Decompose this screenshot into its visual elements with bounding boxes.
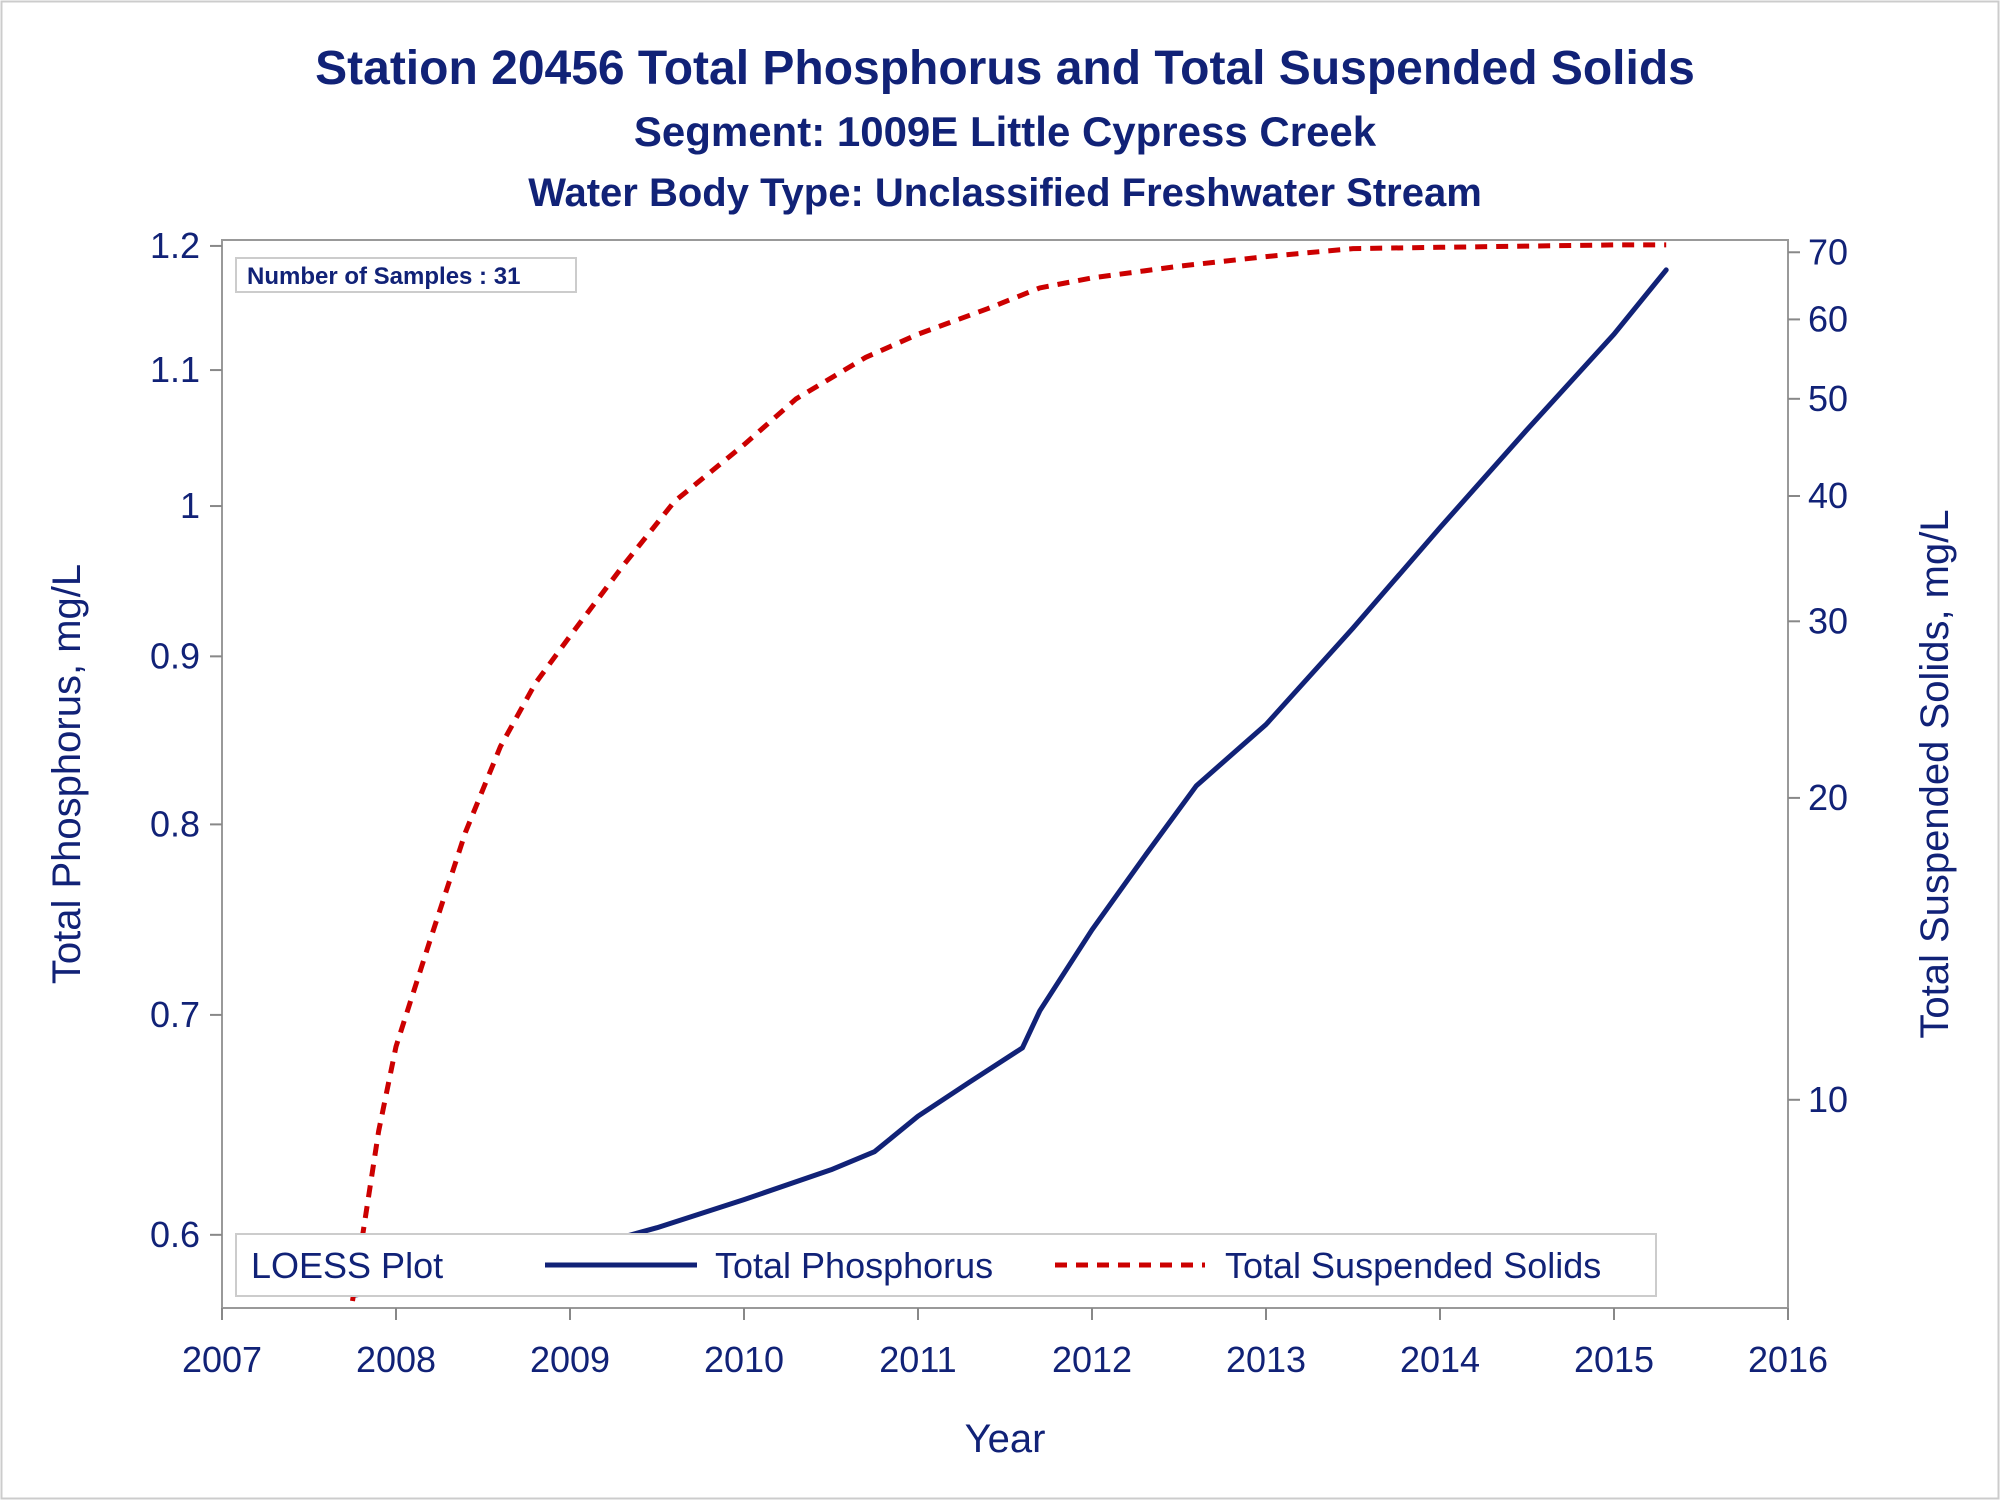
x-tick-label-5: 2012 (1052, 1339, 1132, 1380)
y2-tick-label-1: 20 (1808, 777, 1848, 818)
x-axis: 2007 2008 2009 2010 2011 2012 2013 2014 2015 2016 (182, 1308, 1828, 1380)
y-axis-label-left: Total Phosphorus, mg/L (45, 564, 89, 984)
legend-label-phosphorus: Total Phosphorus (715, 1245, 993, 1286)
y2-tick-label-4: 50 (1808, 378, 1848, 419)
x-tick-label-4: 2011 (879, 1339, 956, 1380)
y-axis-left: 0.6 0.7 0.8 0.9 1 1.1 1.2 (150, 225, 222, 1255)
chart-subtitle-2: Water Body Type: Unclassified Freshwater… (528, 171, 1482, 215)
y-tick-label-3: 0.9 (150, 635, 200, 676)
y2-tick-label-6: 70 (1808, 231, 1848, 272)
legend-title: LOESS Plot (251, 1245, 443, 1286)
y-axis-label-right: Total Suspended Solids, mg/L (1913, 509, 1957, 1038)
chart-subtitle: Segment: 1009E Little Cypress Creek (634, 108, 1377, 155)
x-tick-label-2: 2009 (530, 1339, 610, 1380)
x-tick-label-0: 2007 (182, 1339, 262, 1380)
y-tick-label-4: 1 (180, 485, 200, 526)
plot-area-frame (221, 239, 1789, 1309)
y2-tick-label-3: 40 (1808, 475, 1848, 516)
y2-tick-label-2: 30 (1808, 600, 1848, 641)
y-tick-label-5: 1.1 (150, 349, 200, 390)
x-tick-label-9: 2016 (1748, 1339, 1828, 1380)
series-line-total-suspended-solids (350, 242, 1667, 1302)
y-tick-label-1: 0.7 (150, 994, 200, 1035)
x-axis-label: Year (965, 1417, 1046, 1461)
sample-count-frame (235, 257, 577, 293)
x-tick-label-8: 2015 (1574, 1339, 1654, 1380)
x-tick-label-6: 2013 (1226, 1339, 1306, 1380)
y-tick-label-0: 0.6 (150, 1214, 200, 1255)
y2-tick-label-5: 60 (1808, 298, 1848, 339)
y2-tick-label-0: 10 (1808, 1079, 1848, 1120)
sample-count-label: Number of Samples : 31 (247, 263, 520, 290)
y-tick-label-6: 1.2 (150, 225, 200, 266)
x-tick-label-7: 2014 (1400, 1339, 1480, 1380)
legend-frame (235, 1233, 1657, 1297)
y-tick-label-2: 0.8 (150, 803, 200, 844)
chart-title: Station 20456 Total Phosphorus and Total… (315, 42, 1695, 95)
x-tick-label-3: 2010 (704, 1339, 784, 1380)
y-axis-right: 10 20 30 40 50 60 70 (1788, 231, 1848, 1120)
sample-count-box: Number of Samples : 31 (235, 257, 577, 293)
x-tick-label-1: 2008 (356, 1339, 436, 1380)
legend: LOESS Plot Total Phosphorus Total Suspen… (235, 1233, 1657, 1297)
legend-label-tss: Total Suspended Solids (1225, 1245, 1601, 1286)
